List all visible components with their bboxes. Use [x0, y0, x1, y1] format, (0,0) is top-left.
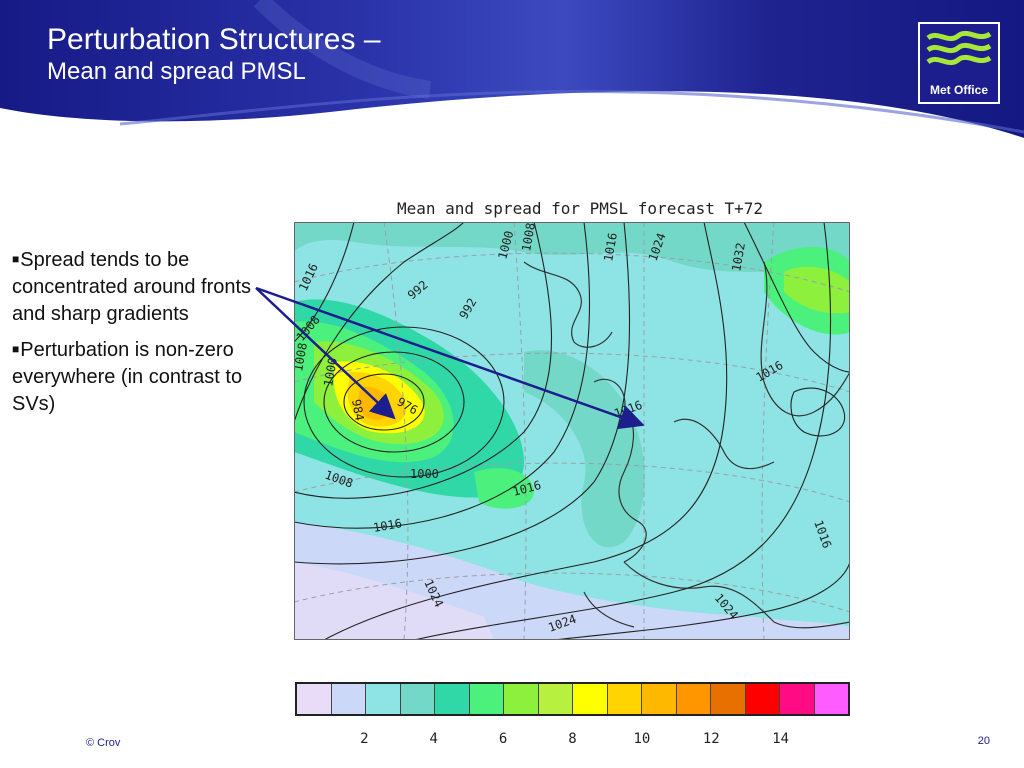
colorbar [295, 682, 850, 716]
bullet-item: ■Spread tends to be concentrated around … [12, 246, 274, 328]
square-bullet-icon: ■ [12, 342, 20, 356]
colorbar-swatch [711, 684, 746, 714]
colorbar-swatch [607, 684, 642, 714]
pmsl-spread-map: 1016 992 992 1000 1008 1016 1024 1032 10… [294, 222, 850, 640]
colorbar-tick-label: 2 [360, 731, 369, 747]
colorbar-tick-label: 4 [429, 731, 438, 747]
spread-scandinavia-core [784, 266, 850, 314]
met-office-logo: Met Office [918, 22, 1000, 104]
colorbar-swatch [366, 684, 401, 714]
bullet-item: ■Perturbation is non-zero everywhere (in… [12, 336, 274, 418]
colorbar-tick-label: 6 [498, 731, 508, 747]
map-frame [294, 222, 850, 640]
title-line-2: Mean and spread PMSL [47, 58, 306, 85]
page-number: 20 [977, 735, 990, 747]
logo-waves-icon [926, 30, 992, 66]
spread-north-band [294, 222, 850, 282]
colorbar-swatch [297, 684, 332, 714]
bullet-text: Spread tends to be concentrated around f… [12, 249, 252, 325]
colorbar-swatch [504, 684, 539, 714]
square-bullet-icon: ■ [12, 252, 20, 266]
spread-lowest [294, 562, 494, 640]
colorbar-swatch [814, 684, 848, 714]
contour-label: 1008 [519, 222, 538, 253]
colorbar-swatch [331, 684, 366, 714]
chart-title: Mean and spread for PMSL forecast T+72 [396, 199, 764, 218]
footer-copyright: © Crov [86, 737, 121, 749]
colorbar-swatch [400, 684, 435, 714]
colorbar-swatch [676, 684, 711, 714]
colorbar-swatch [435, 684, 470, 714]
header-banner [0, 0, 1024, 138]
logo-text: Met Office [929, 83, 988, 97]
colorbar-swatch [538, 684, 573, 714]
contour-label: 1016 [601, 232, 620, 263]
contour-label: 1032 [729, 242, 748, 273]
contour-label: 1000 [410, 467, 439, 481]
colorbar-swatch [642, 684, 677, 714]
colorbar-tick-label: 12 [702, 731, 720, 747]
bullet-text: Perturbation is non-zero everywhere (in … [12, 339, 243, 415]
spread-atlantic-patch [474, 468, 534, 509]
colorbar-swatch [469, 684, 504, 714]
bullet-list: ■Spread tends to be concentrated around … [12, 246, 274, 426]
contour-label: 1016 [372, 516, 403, 535]
colorbar-swatch [745, 684, 780, 714]
slide-title: Perturbation Structures – Mean and sprea… [47, 22, 381, 86]
colorbar-swatch [780, 684, 815, 714]
colorbar-swatch [573, 684, 608, 714]
slide-header: Perturbation Structures – Mean and sprea… [0, 0, 1024, 140]
colorbar-tick-label: 14 [772, 731, 790, 747]
title-line-1: Perturbation Structures – [47, 23, 381, 56]
colorbar-tick-label: 10 [633, 731, 651, 747]
colorbar-tick-label: 8 [568, 731, 577, 747]
